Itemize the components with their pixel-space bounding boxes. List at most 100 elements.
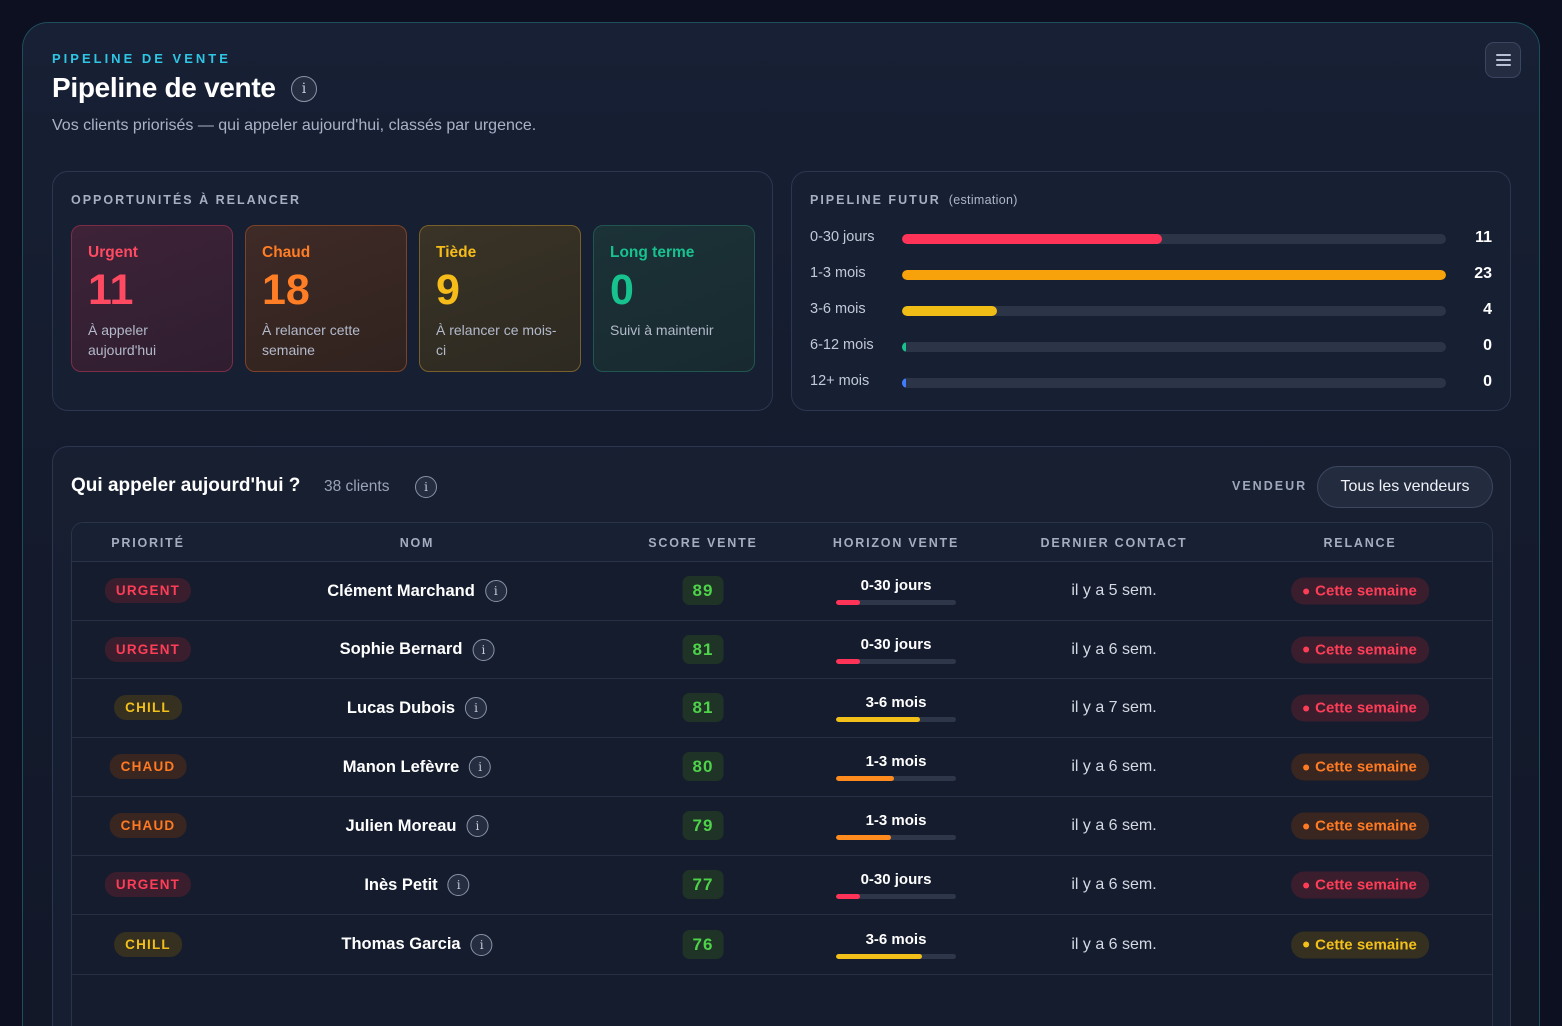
opportunity-desc: Suivi à maintenir [610, 322, 714, 338]
opportunity-card-long-terme[interactable]: Long terme 0 Suivi à maintenir [593, 225, 755, 372]
title-info-icon[interactable]: i [291, 76, 317, 102]
call-list-info-icon[interactable]: i [415, 476, 437, 498]
relance-badge[interactable]: Cette semaine [1291, 577, 1429, 605]
priority-badge: URGENT [104, 872, 192, 897]
horizon-label: 3-6 mois [865, 930, 927, 948]
opportunities-panel: OPPORTUNITÉS À RELANCER Urgent 11 À appe… [52, 171, 773, 411]
last-contact: il y a 6 sem. [1071, 817, 1157, 834]
future-row: 3-6 mois 4 [810, 300, 1492, 320]
column-header-relance[interactable]: RELANCE [1323, 536, 1397, 550]
future-row: 6-12 mois 0 [810, 336, 1492, 356]
future-row: 0-30 jours 11 [810, 228, 1492, 248]
priority-badge: CHAUD [109, 754, 187, 779]
horizon-fill [836, 600, 860, 605]
table-header: PRIORITÉ NOM SCORE VENTE HORIZON VENTE D… [72, 523, 1492, 562]
relance-label: Cette semaine [1315, 582, 1417, 600]
opportunity-card-tiede[interactable]: Tiède 9 À relancer ce mois-ci [419, 225, 581, 372]
opportunity-count: 0 [610, 266, 634, 314]
client-name[interactable]: Clément Marchand [327, 581, 475, 600]
client-info-icon[interactable]: i [447, 874, 470, 896]
relance-label: Cette semaine [1315, 641, 1417, 658]
client-info-icon[interactable]: i [472, 638, 495, 661]
sales-score: 89 [682, 576, 724, 605]
column-header-nom[interactable]: NOM [399, 536, 435, 550]
status-dot-icon [1303, 941, 1310, 948]
priority-badge: URGENT [104, 636, 192, 662]
client-name[interactable]: Lucas Dubois [346, 698, 456, 717]
table-row[interactable]: CHILL Thomas Garcia i 76 3-6 mois il y a 6 se… [72, 915, 1492, 975]
future-row-label: 0-30 jours [810, 229, 875, 245]
last-contact: il y a 6 sem. [1071, 935, 1157, 953]
relance-badge[interactable]: Cette semaine [1291, 753, 1429, 781]
call-list-panel: Qui appeler aujourd'hui ? 38 clients i V… [52, 446, 1511, 1026]
opportunity-desc: À relancer cette semaine [262, 322, 361, 358]
future-row-label: 3-6 mois [810, 301, 866, 317]
horizon-track [836, 835, 956, 840]
page-title: Pipeline de vente [52, 72, 276, 103]
opportunity-name: Long terme [610, 244, 695, 261]
client-info-icon[interactable]: i [465, 697, 488, 719]
client-name[interactable]: Thomas Garcia [341, 935, 461, 953]
priority-badge: URGENT [104, 578, 192, 603]
page-subtitle: Vos clients priorisés — qui appeler aujo… [52, 117, 537, 134]
sales-score: 80 [682, 752, 724, 781]
sales-horizon: 0-30 jours [836, 577, 956, 605]
client-name-cell: Manon Lefèvre i [342, 756, 492, 778]
client-name-cell: Inès Petit i [364, 874, 470, 896]
client-info-icon[interactable]: i [484, 580, 507, 602]
relance-badge[interactable]: Cette semaine [1291, 636, 1429, 663]
client-info-icon[interactable]: i [466, 815, 489, 837]
opportunity-desc: À appeler aujourd'hui [88, 322, 157, 358]
vendor-select[interactable]: Tous les vendeurs [1317, 466, 1493, 508]
horizon-label: 1-3 mois [865, 753, 927, 770]
horizon-track [836, 658, 956, 664]
column-header-score[interactable]: SCORE VENTE [648, 536, 758, 550]
future-bar-fill [902, 378, 906, 388]
client-name[interactable]: Inès Petit [364, 875, 438, 894]
sales-score: 76 [682, 929, 724, 959]
last-contact: il y a 6 sem. [1071, 876, 1157, 893]
table-row[interactable]: URGENT Sophie Bernard i 81 0-30 jours il y a … [72, 621, 1492, 679]
relance-badge[interactable]: Cette semaine [1291, 931, 1429, 958]
opportunity-count: 11 [88, 266, 134, 314]
future-row: 1-3 mois 23 [810, 264, 1492, 284]
last-contact: il y a 7 sem. [1071, 699, 1157, 716]
horizon-label: 3-6 mois [865, 694, 927, 711]
client-count: 38 clients [324, 478, 390, 495]
opportunity-card-urgent[interactable]: Urgent 11 À appeler aujourd'hui [71, 225, 233, 372]
horizon-label: 0-30 jours [860, 635, 932, 653]
client-info-icon[interactable]: i [470, 933, 493, 956]
relance-label: Cette semaine [1315, 699, 1417, 717]
column-header-horizon[interactable]: HORIZON VENTE [832, 536, 960, 550]
table-row[interactable]: CHAUD Manon Lefèvre i 80 1-3 mois il y a 6 se… [72, 738, 1492, 797]
priority-badge: CHILL [114, 931, 182, 957]
pipeline-app: PIPELINE DE VENTE Pipeline de vente i Vo… [22, 22, 1540, 1026]
future-bar-track [902, 378, 1446, 388]
relance-badge[interactable]: Cette semaine [1291, 694, 1429, 722]
client-name[interactable]: Sophie Bernard [339, 640, 463, 658]
table-row[interactable]: URGENT Inès Petit i 77 0-30 jours il y a 6 se… [72, 856, 1492, 915]
last-contact: il y a 5 sem. [1071, 582, 1157, 599]
future-bar-track [902, 270, 1446, 280]
relance-badge[interactable]: Cette semaine [1291, 812, 1429, 840]
horizon-fill [836, 776, 894, 781]
future-pipeline-label: PIPELINE FUTUR (estimation) [810, 193, 1018, 207]
menu-icon[interactable] [1485, 42, 1521, 78]
client-info-icon[interactable]: i [469, 756, 492, 778]
client-name-cell: Julien Moreau i [346, 815, 489, 837]
opportunity-desc: À relancer ce mois-ci [436, 322, 557, 358]
opportunity-card-chaud[interactable]: Chaud 18 À relancer cette semaine [245, 225, 407, 372]
table-row[interactable]: CHAUD Julien Moreau i 79 1-3 mois il y a 6 se… [72, 797, 1492, 856]
table-row[interactable]: CHILL Lucas Dubois i 81 3-6 mois il y a 7 sem… [72, 679, 1492, 738]
client-name[interactable]: Julien Moreau [345, 816, 457, 835]
future-bar-fill [902, 270, 1446, 280]
future-row-count: 11 [1475, 229, 1492, 246]
sales-horizon: 3-6 mois [836, 931, 956, 959]
column-header-priorite[interactable]: PRIORITÉ [111, 536, 185, 550]
table-row[interactable]: URGENT Clément Marchand i 89 0-30 jours il y … [72, 562, 1492, 621]
column-header-dernier-contact[interactable]: DERNIER CONTACT [1040, 536, 1188, 550]
opportunity-name: Urgent [88, 244, 138, 261]
relance-badge[interactable]: Cette semaine [1291, 871, 1429, 899]
future-bar-fill [902, 234, 1163, 244]
client-name[interactable]: Manon Lefèvre [342, 757, 460, 776]
